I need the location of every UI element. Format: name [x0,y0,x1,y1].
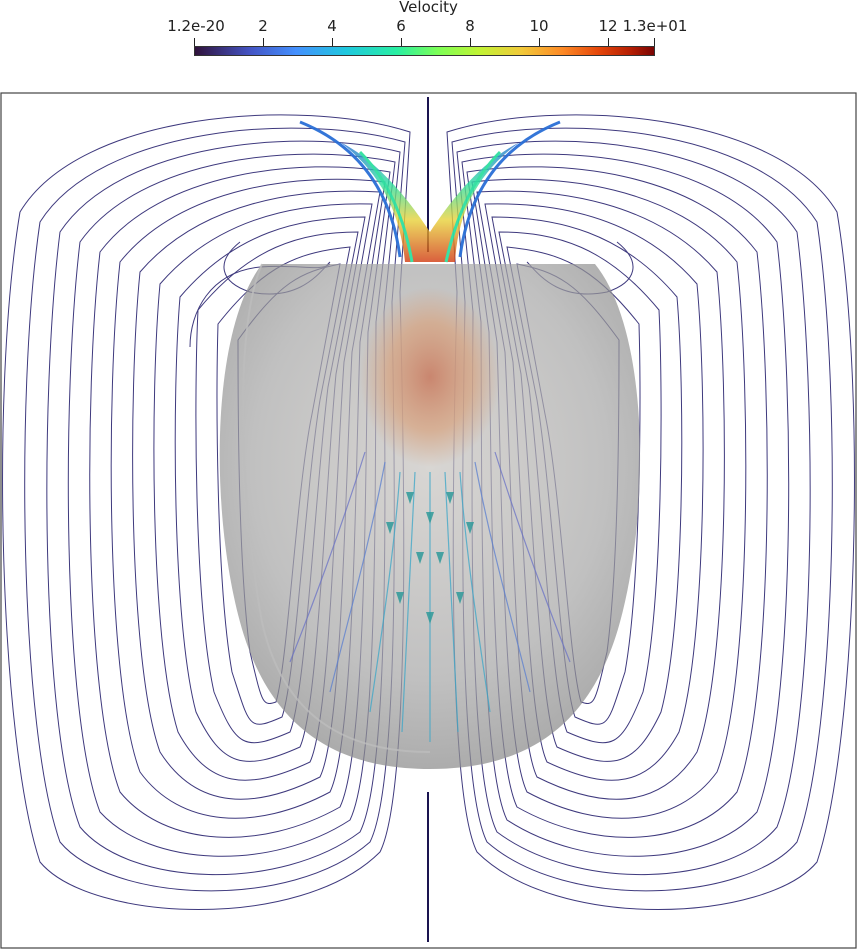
colorbar-tick-4: 4 [327,17,337,35]
colorbar-mark [539,38,540,46]
colorbar-mark [263,38,264,46]
colorbar-mark [401,38,402,46]
colorbar-mark [608,38,609,46]
upper-jet [299,120,561,263]
colorbar-mark [654,38,655,46]
colorbar-tick-min: 1.2e-20 [167,17,225,35]
hot-core [360,287,500,467]
colorbar-tick-6: 6 [396,17,406,35]
velocity-colorbar: Velocity 1.2e-20 2 4 6 8 10 12 1.3e+01 [0,0,857,80]
colorbar-tick-2: 2 [258,17,268,35]
colorbar-tick-10: 10 [529,17,549,35]
colorbar-title: Velocity [399,0,458,16]
velocity-arrows [386,492,474,624]
colorbar-mark [470,38,471,46]
flow-visualization [0,92,857,949]
colorbar-tick-12: 12 [598,17,618,35]
colorbar-mark [332,38,333,46]
inner-flow [289,451,571,742]
colorbar-gradient [194,46,655,56]
colorbar-tick-max: 1.3e+01 [622,17,688,35]
colorbar-mark [194,38,195,46]
colorbar-tick-8: 8 [465,17,475,35]
